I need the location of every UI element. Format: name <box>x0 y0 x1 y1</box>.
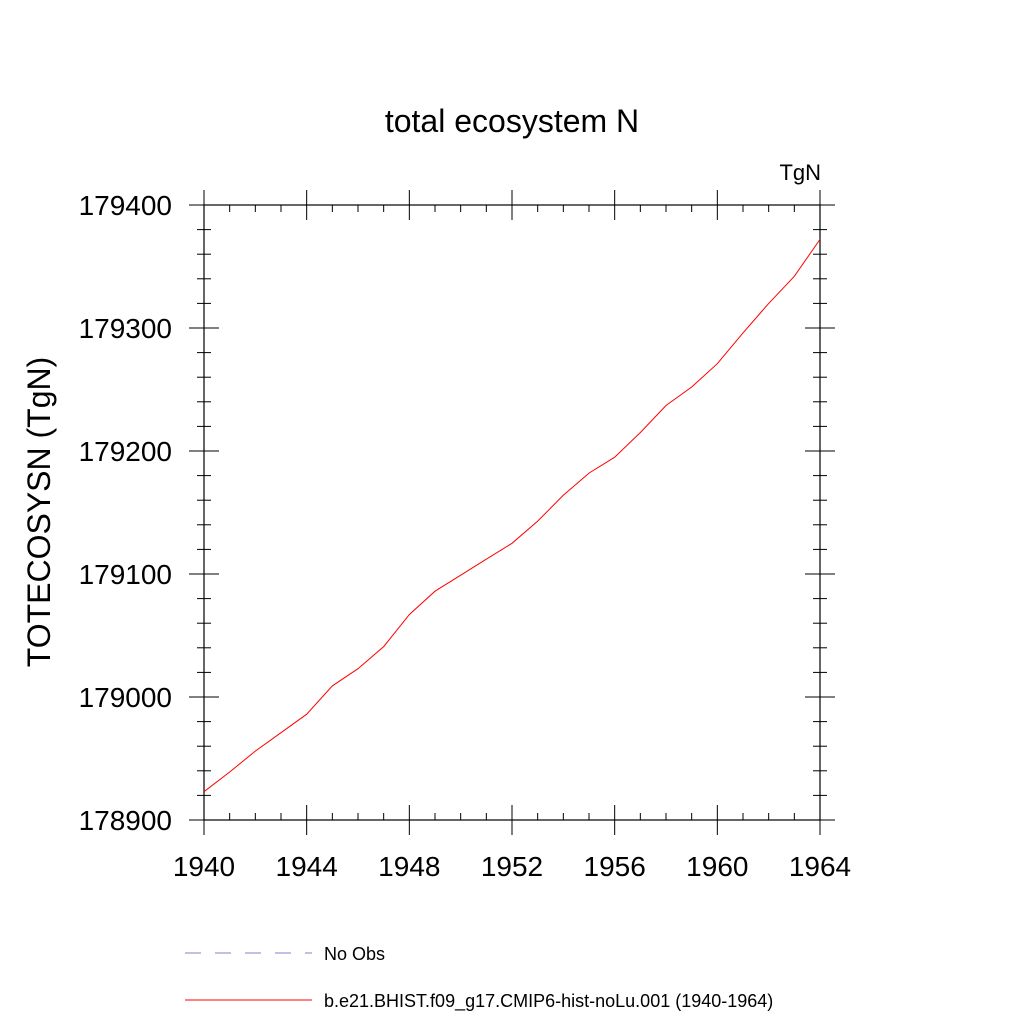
axis-ticks: 1940 1944 1948 1952 1956 1960 1964 178900 179000… <box>79 190 851 882</box>
x-tick-label: 1956 <box>584 851 646 882</box>
x-tick-label: 1944 <box>276 851 338 882</box>
series-line <box>203 239 821 793</box>
x-tick-label: 1960 <box>686 851 748 882</box>
series-layer <box>203 239 821 793</box>
x-tick-label: 1948 <box>378 851 440 882</box>
legend-label: b.e21.BHIST.f09_g17.CMIP6-hist-noLu.001 … <box>324 991 773 1012</box>
y-axis-label: TOTECOSYSN (TgN) <box>21 357 57 668</box>
y-tick-label: 179000 <box>79 682 172 713</box>
y-tick-label: 178900 <box>79 805 172 836</box>
y-tick-label: 179100 <box>79 559 172 590</box>
x-tick-label: 1964 <box>789 851 851 882</box>
x-tick-label: 1940 <box>173 851 235 882</box>
units-label: TgN <box>779 160 821 185</box>
y-tick-label: 179400 <box>79 190 172 221</box>
y-tick-label: 179200 <box>79 436 172 467</box>
y-tick-label: 179300 <box>79 313 172 344</box>
chart-title: total ecosystem N <box>385 103 639 139</box>
legend: No Obs b.e21.BHIST.f09_g17.CMIP6-hist-noL… <box>185 944 773 1012</box>
plot-frame <box>203 204 821 821</box>
legend-label: No Obs <box>324 944 385 964</box>
x-tick-label: 1952 <box>481 851 543 882</box>
